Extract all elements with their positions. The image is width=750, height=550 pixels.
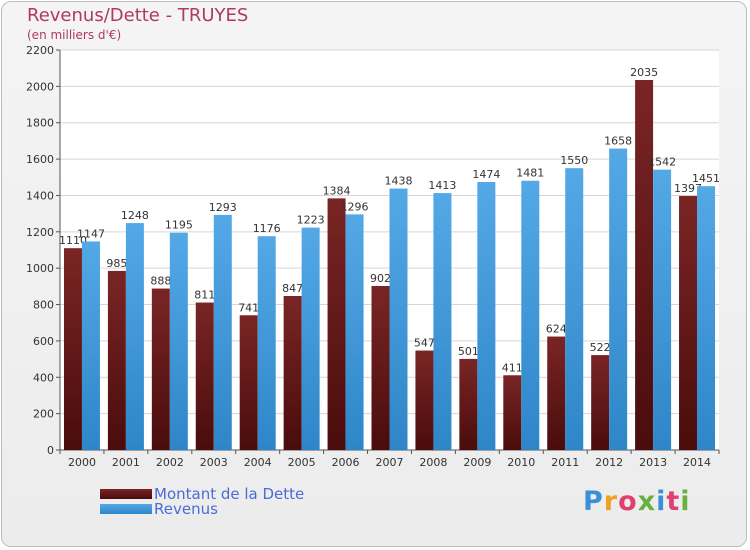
y-tick-label: 600 [33, 335, 54, 348]
bar-dette [415, 350, 434, 450]
bar-revenus [301, 227, 320, 450]
proxiti-logo: Proxiti [583, 486, 691, 517]
data-label-revenus: 1550 [560, 154, 588, 167]
data-label-revenus: 1413 [428, 179, 456, 192]
data-label-dette: 888 [150, 275, 171, 288]
data-label-revenus: 1438 [385, 175, 413, 188]
x-tick-label: 2002 [156, 456, 184, 469]
bar-revenus [345, 214, 364, 450]
x-tick-label: 2001 [112, 456, 140, 469]
data-label-revenus: 1176 [253, 222, 281, 235]
x-tick-label: 2004 [244, 456, 272, 469]
data-label-dette: 1384 [323, 184, 351, 197]
bar-revenus [81, 241, 100, 450]
y-tick-label: 400 [33, 371, 54, 384]
chart-subtitle: (en milliers d'€) [27, 28, 122, 42]
data-label-dette: 624 [546, 323, 567, 336]
data-label-dette: 522 [590, 341, 611, 354]
x-tick-label: 2008 [419, 456, 447, 469]
x-tick-label: 2013 [639, 456, 667, 469]
bar-dette [195, 302, 214, 450]
legend-swatch-revenus [100, 504, 152, 514]
bar-revenus [609, 148, 628, 450]
x-tick-label: 2009 [463, 456, 491, 469]
data-label-dette: 1397 [674, 182, 702, 195]
legend-label-revenus: Revenus [154, 500, 218, 518]
bar-revenus [213, 214, 232, 450]
y-tick-label: 800 [33, 299, 54, 312]
x-tick-label: 2011 [551, 456, 579, 469]
data-label-dette: 1110 [59, 234, 87, 247]
bar-dette [547, 336, 566, 450]
data-label-revenus: 1293 [209, 201, 237, 214]
data-label-revenus: 1147 [77, 227, 105, 240]
bar-revenus [697, 186, 716, 450]
bar-dette [503, 375, 522, 450]
data-label-dette: 411 [502, 361, 523, 374]
x-tick-label: 2012 [595, 456, 623, 469]
legend-swatch-dette [100, 489, 152, 499]
data-label-revenus: 1481 [516, 167, 544, 180]
bar-revenus [389, 188, 408, 450]
data-label-dette: 811 [194, 289, 215, 302]
data-label-revenus: 1296 [341, 200, 369, 213]
bar-revenus [565, 168, 584, 450]
x-tick-label: 2007 [376, 456, 404, 469]
x-tick-label: 2014 [683, 456, 711, 469]
x-tick-label: 2006 [332, 456, 360, 469]
legend-item-revenus: Revenus [100, 500, 218, 518]
x-tick-label: 2005 [288, 456, 316, 469]
data-label-dette: 547 [414, 337, 435, 350]
y-tick-label: 200 [33, 408, 54, 421]
data-label-revenus: 1474 [472, 168, 500, 181]
data-label-revenus: 1223 [297, 214, 325, 227]
y-tick-label: 1600 [26, 153, 54, 166]
bar-revenus [433, 193, 452, 450]
bar-dette [371, 286, 390, 450]
y-tick-label: 2200 [26, 44, 54, 57]
legend-item-dette: Montant de la Dette [100, 485, 305, 503]
y-tick-label: 2000 [26, 80, 54, 93]
data-label-revenus: 1195 [165, 219, 193, 232]
y-tick-label: 1800 [26, 117, 54, 130]
bar-dette [679, 196, 698, 450]
data-label-revenus: 1451 [692, 172, 720, 185]
y-tick-label: 0 [47, 444, 54, 457]
bar-dette [107, 270, 126, 450]
data-label-revenus: 1542 [648, 156, 676, 169]
bar-revenus [653, 169, 672, 451]
bar-dette [63, 248, 82, 450]
data-label-dette: 2035 [630, 66, 658, 79]
bar-revenus [257, 236, 276, 450]
data-label-revenus: 1248 [121, 209, 149, 222]
bar-dette [239, 315, 258, 450]
data-label-dette: 985 [106, 257, 127, 270]
y-tick-label: 1000 [26, 262, 54, 275]
y-tick-label: 1200 [26, 226, 54, 239]
bar-revenus [169, 232, 188, 450]
bar-dette [591, 355, 610, 450]
chart-title: Revenus/Dette - TRUYES [27, 5, 249, 26]
bar-dette [283, 296, 302, 450]
x-tick-label: 2003 [200, 456, 228, 469]
data-label-dette: 501 [458, 345, 479, 358]
y-tick-label: 1400 [26, 189, 54, 202]
data-label-dette: 741 [238, 301, 259, 314]
data-label-dette: 847 [282, 282, 303, 295]
bar-revenus [125, 223, 144, 450]
data-label-dette: 902 [370, 272, 391, 285]
legend-label-dette: Montant de la Dette [154, 485, 305, 503]
bar-revenus [477, 182, 496, 450]
data-label-revenus: 1658 [604, 135, 632, 148]
bar-revenus [521, 180, 540, 450]
x-tick-label: 2010 [507, 456, 535, 469]
bar-dette [459, 358, 478, 450]
x-tick-label: 2000 [68, 456, 96, 469]
bar-dette [327, 198, 346, 450]
bar-dette [635, 80, 654, 450]
bar-dette [151, 288, 170, 450]
